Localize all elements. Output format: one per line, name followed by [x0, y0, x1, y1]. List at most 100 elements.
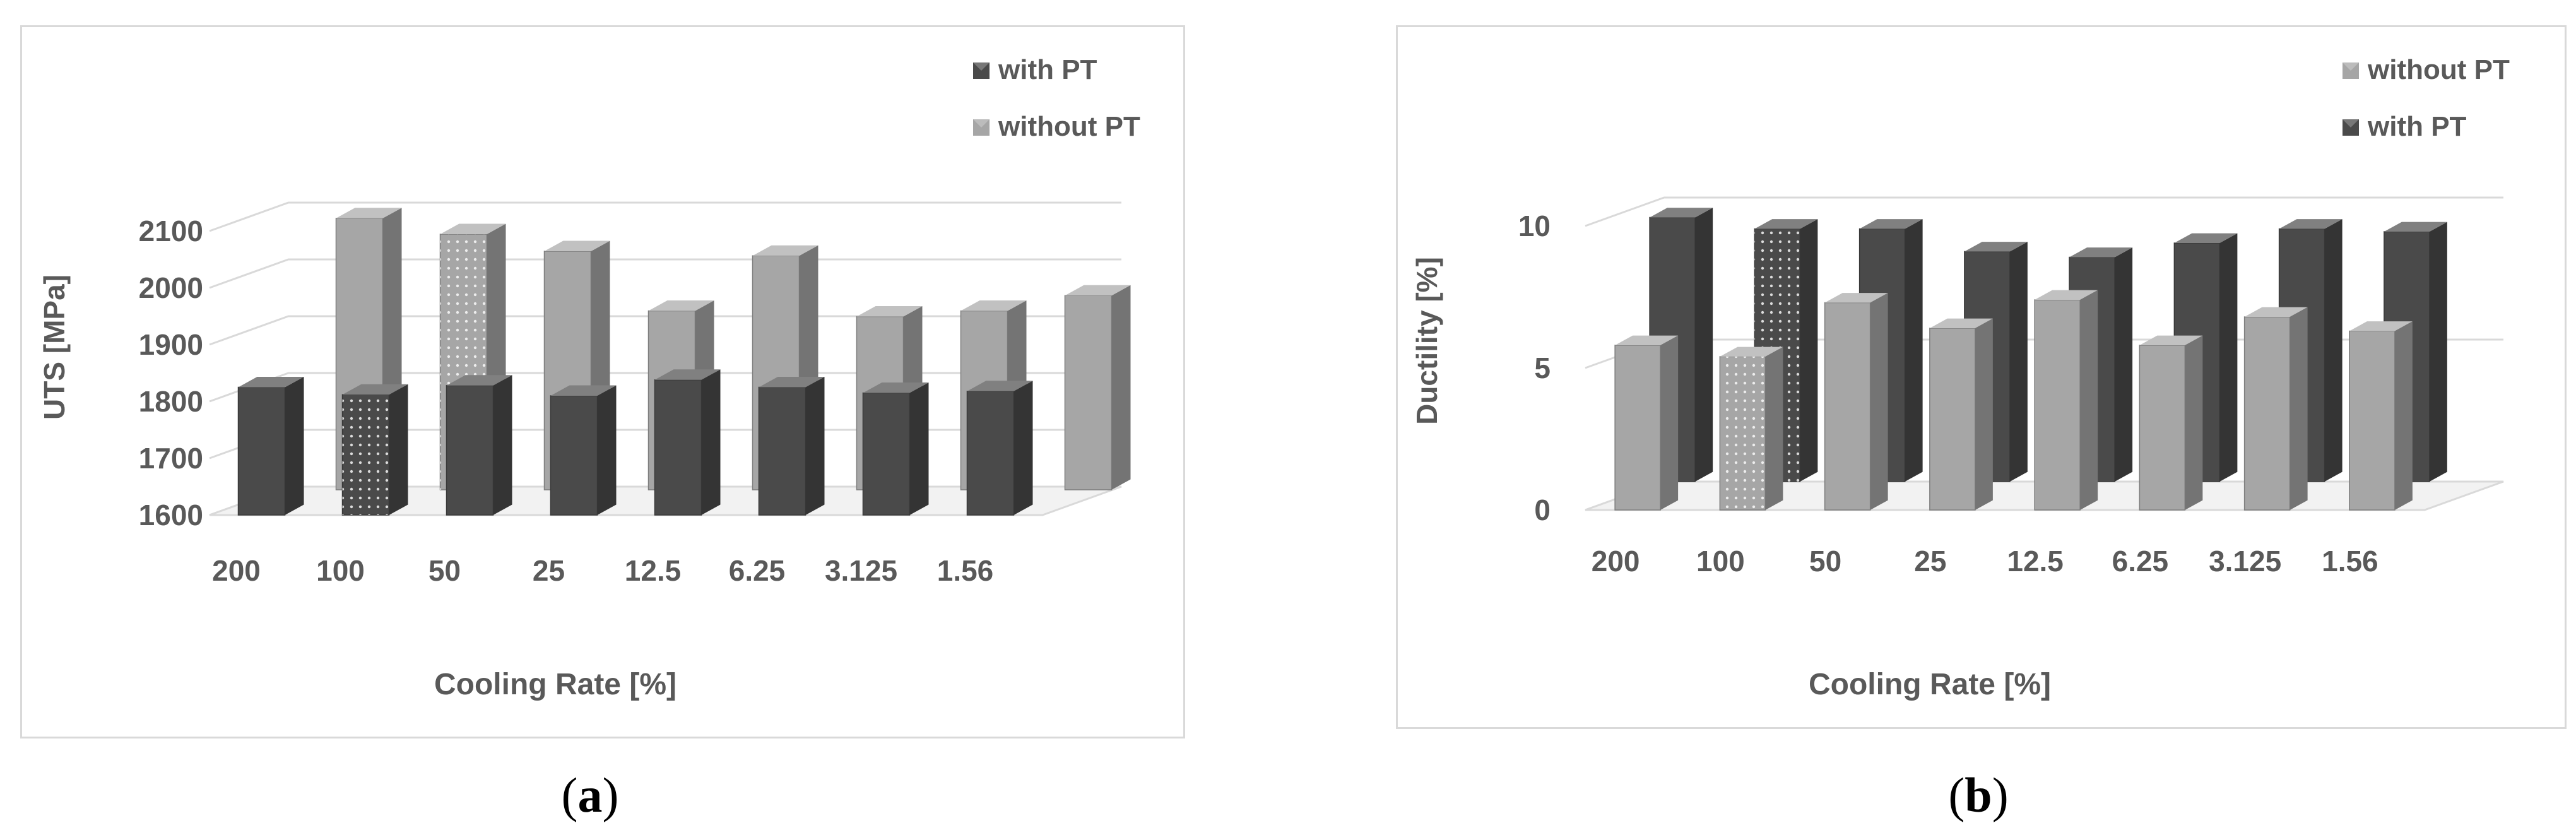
bar-front: [654, 379, 702, 516]
y-tick-label: 2100: [139, 215, 203, 247]
y-tick-labels: 0 5 10: [1518, 210, 1551, 526]
y-tick-label: 2000: [139, 271, 203, 304]
bar-side: [2429, 222, 2447, 482]
bar-front: [2034, 299, 2081, 511]
series-0: [1614, 290, 2413, 511]
bar-side: [2115, 247, 2133, 482]
x-tick-label: 3.125: [2209, 545, 2281, 578]
y-tick-label: 0: [1534, 494, 1551, 526]
bar-top: [1615, 335, 1679, 345]
x-tick-label: 6.25: [729, 554, 786, 587]
x-tick-label: 1.56: [937, 554, 994, 587]
bar-top: [960, 300, 1027, 311]
caption-a-open: (: [561, 768, 578, 822]
bar-side: [701, 369, 721, 515]
x-tick-labels: 200 100 50 25 12.5 6.25 3.125 1.56: [1592, 545, 2378, 578]
bar: [446, 375, 512, 516]
legend-swatch-shade: [973, 119, 990, 127]
gridline: [209, 372, 1121, 403]
x-tick-label: 50: [428, 554, 461, 587]
bar-front: [237, 386, 286, 516]
bar-side: [1765, 347, 1783, 510]
bar-top: [856, 306, 923, 317]
bar: [1824, 293, 1888, 511]
bar-top: [2244, 307, 2308, 317]
bar-top: [550, 385, 617, 396]
bar: [550, 385, 617, 516]
bar-top: [1929, 318, 1993, 328]
x-tick-label: 1.56: [2322, 545, 2378, 578]
bar-top: [1964, 242, 2028, 252]
bar-top: [752, 245, 818, 256]
bar: [2243, 307, 2308, 511]
bar-front: [1614, 345, 1661, 511]
bar: [862, 382, 929, 516]
bar: [2034, 290, 2098, 511]
bar-side: [2324, 219, 2343, 482]
legend-label: without PT: [998, 111, 1140, 142]
legend-swatch-shade: [973, 62, 990, 71]
x-axis-title: Cooling Rate [%]: [434, 668, 676, 701]
bar-top: [2384, 222, 2447, 232]
y-tick-label: 1800: [139, 385, 203, 418]
bar-top: [863, 382, 929, 393]
bar-top: [1859, 219, 1923, 229]
bar-side: [805, 377, 825, 515]
bar-side: [2289, 307, 2308, 510]
gridline: [209, 315, 1121, 346]
bar-front: [966, 391, 1015, 516]
caption-a-close: ): [602, 768, 619, 822]
legend-swatch-shade: [2343, 119, 2359, 127]
y-tick-label: 10: [1518, 210, 1551, 242]
bar-side: [285, 377, 304, 515]
series-0: [237, 369, 1033, 516]
x-tick-label: 100: [316, 554, 365, 587]
bar: [758, 377, 825, 516]
x-tick-label: 6.25: [2112, 545, 2169, 578]
y-axis-title: Ductility [%]: [1410, 257, 1443, 425]
bar: [966, 381, 1033, 516]
legend-label: without PT: [2367, 54, 2510, 85]
bar-top: [1754, 219, 1818, 229]
x-tick-label: 100: [1696, 545, 1745, 578]
bar-top: [440, 223, 506, 234]
bar: [2349, 321, 2413, 511]
caption-b-close: ): [1992, 768, 2009, 822]
bar-side: [2080, 290, 2098, 510]
bar: [237, 377, 304, 516]
x-tick-label: 3.125: [825, 554, 897, 587]
bar: [1614, 335, 1679, 511]
bar-front: [758, 386, 806, 516]
bar-front: [1824, 302, 1871, 511]
bar-top: [759, 377, 825, 388]
bar: [341, 384, 408, 516]
y-tick-labels: 1600 1700 1800 1900 2000 2100: [139, 215, 203, 531]
bar-pattern: [1720, 357, 1766, 510]
x-tick-label: 25: [533, 554, 565, 587]
bars: [1614, 208, 2447, 511]
bar-top: [2174, 233, 2238, 243]
x-axis-title: Cooling Rate [%]: [1809, 668, 2051, 701]
bar-front: [862, 392, 911, 516]
bar-top: [967, 381, 1033, 391]
bar-front: [2243, 316, 2291, 511]
y-tick-label: 1700: [139, 442, 203, 475]
bar-front: [2349, 330, 2396, 511]
bar-front: [2139, 345, 2186, 511]
x-tick-label: 25: [1914, 545, 1946, 578]
x-tick-label: 50: [1809, 545, 1841, 578]
bar-pattern: [342, 394, 389, 515]
bar: [2139, 335, 2203, 511]
bar-side: [493, 375, 512, 515]
y-tick-label: 5: [1534, 352, 1551, 384]
gridline: [1585, 196, 2503, 227]
bar-side: [1975, 318, 1993, 510]
bar-top: [342, 384, 408, 395]
bar-side: [1870, 293, 1888, 510]
gridline: [209, 258, 1121, 289]
bar-top: [2035, 290, 2098, 300]
x-tick-label: 200: [1592, 545, 1640, 578]
bar-side: [2394, 321, 2413, 510]
bar-top: [648, 300, 714, 311]
